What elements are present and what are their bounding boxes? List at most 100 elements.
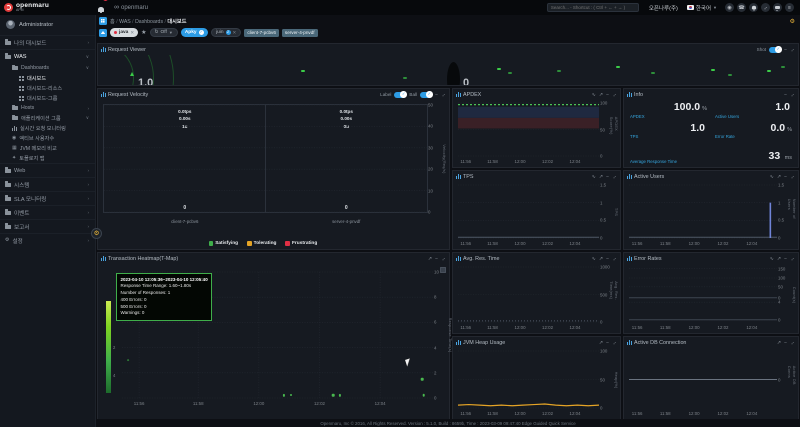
collapse-icon[interactable]: − (784, 91, 787, 98)
expand-icon[interactable]: ↔ (788, 172, 797, 181)
sidebar-item-dashboards[interactable]: Dashboards ∨ (0, 63, 95, 73)
sidebar-item-sla-모니터링[interactable]: SLA 모니터링 › (0, 191, 95, 205)
error-rates-chart[interactable]: 150 100 50 0 4 0 11:56 11:58 12:00 12:02 12:04 Coun… (629, 266, 797, 330)
share-icon[interactable]: ↗ (598, 255, 604, 262)
collapse-icon[interactable]: − (784, 339, 787, 346)
logo-text: openmaru (16, 1, 50, 9)
server-tag[interactable]: client-7-pcbv6 (244, 28, 279, 37)
expand-icon[interactable]: ↔ (788, 45, 797, 54)
collapse-icon[interactable]: − (435, 91, 438, 98)
sidebar-item-was[interactable]: WAS ∨ (0, 49, 95, 63)
notifications-icon[interactable] (749, 3, 758, 12)
chart-line-icon[interactable]: ∿ (769, 173, 774, 180)
shot-toggle[interactable] (769, 46, 782, 53)
expand-icon[interactable]: ↔ (439, 90, 448, 99)
sidebar-item-설정[interactable]: ⚙ 설정 › (0, 233, 95, 247)
sidebar-item-대시보드-그룹[interactable]: 대시보드-그룹 (0, 93, 95, 103)
collapse-icon[interactable]: − (435, 255, 438, 262)
sidebar-item-대시보드[interactable]: 대시보드 (0, 73, 95, 83)
jvm-heap-chart[interactable]: 100 50 0 11:56 11:58 12:00 12:02 12:04 Heap(%) (458, 349, 619, 416)
sidebar-item-애플리케이션-그룹[interactable]: 애플리케이션 그룹 ∨ (0, 113, 95, 123)
sidebar-item-토폴로지-맵[interactable]: ✦ 토폴로지 맵 (0, 153, 95, 163)
breadcrumb-item[interactable]: Dashboards (135, 18, 164, 25)
fullscreen-icon[interactable]: ↔ (761, 3, 770, 12)
request-viewer-canvas[interactable]: 1.0 0 (98, 55, 798, 85)
expand-icon[interactable]: ↔ (610, 338, 619, 347)
search-input[interactable] (546, 3, 639, 12)
share-icon[interactable]: ↗ (776, 339, 782, 346)
chart-line-icon[interactable]: ∿ (591, 173, 596, 180)
app-logo[interactable]: openmaru APM (0, 1, 96, 13)
share-icon[interactable]: ↗ (598, 91, 604, 98)
chart-line-icon[interactable]: ∿ (591, 255, 596, 262)
heat-cell (332, 394, 335, 397)
sidebar-item-jvm-메모리-비교[interactable]: ▦ JVM 메모리 비교 (0, 143, 95, 153)
collapse-icon[interactable]: − (784, 173, 787, 180)
heatmap-legend-toggle-icon[interactable] (440, 267, 446, 273)
breadcrumb-item[interactable]: 홈 (110, 18, 115, 25)
server-tag[interactable]: server-4-pnvdf (281, 28, 318, 37)
filter-apps-icon[interactable] (99, 28, 107, 37)
tps-chart[interactable]: 1.5 1 0.5 0 11:56 11:58 12:00 12:02 12:04 TPS (458, 183, 619, 246)
expand-icon[interactable]: ↔ (788, 254, 797, 263)
collapse-icon[interactable]: − (784, 255, 787, 262)
share-icon[interactable]: ↗ (598, 173, 604, 180)
share-icon[interactable]: ↗ (776, 255, 782, 262)
sidebar-item-나의-대시보드[interactable]: 나의 대시보드 › (0, 35, 95, 49)
folder-icon (12, 104, 18, 110)
avg-res-time-chart[interactable]: 1000 500 0 11:56 11:58 12:00 12:02 12:04 Avg. Re… (458, 265, 619, 330)
breadcrumb-item[interactable]: 대시보드 (167, 18, 187, 25)
ball-toggle[interactable] (420, 91, 433, 98)
language-selector[interactable]: 한국어 ▼ (686, 4, 717, 12)
collapse-icon[interactable]: − (606, 91, 609, 98)
chart-line-icon[interactable]: ∿ (769, 255, 774, 262)
label-toggle[interactable] (394, 91, 407, 98)
user-profile[interactable]: Administrator (0, 15, 95, 35)
collapse-icon[interactable]: − (606, 339, 609, 346)
sidebar-item-실시간-요청-모니터링[interactable]: 실시간 요청 모니터링 (0, 123, 95, 133)
phone-icon[interactable]: ☎ (737, 3, 746, 12)
close-icon[interactable]: ✕ (130, 29, 135, 35)
active-users-chart[interactable]: 1.5 1 0.5 0 11:56 11:58 12:00 12:02 12:04 Number … (629, 183, 797, 246)
sidebar-item-label: 나의 대시보드 (14, 40, 47, 47)
expand-icon[interactable]: ↔ (610, 172, 619, 181)
expand-icon[interactable]: ↔ (788, 338, 797, 347)
sidebar-item-hosts[interactable]: Hosts › (0, 103, 95, 113)
user-name: Administrator (19, 21, 54, 28)
collapse-icon[interactable]: − (784, 46, 787, 53)
expand-icon[interactable]: ↔ (788, 90, 797, 99)
chart-line-icon[interactable]: ∿ (591, 91, 596, 98)
collapse-icon[interactable]: − (606, 255, 609, 262)
expand-icon[interactable]: ↔ (610, 90, 619, 99)
sidebar-item-보고서[interactable]: 보고서 › (0, 219, 95, 233)
page-settings-gear-icon[interactable]: ⚙ (789, 19, 795, 25)
sidebar-item-label: Web (14, 167, 26, 174)
close-icon[interactable]: ✕ (232, 29, 237, 35)
chat-icon[interactable] (773, 3, 782, 12)
share-icon[interactable]: ↗ (598, 339, 604, 346)
breadcrumb-item[interactable]: WAS (119, 18, 131, 25)
expand-icon[interactable]: ↔ (439, 254, 448, 263)
share-icon[interactable]: ↗ (427, 255, 433, 262)
expand-icon[interactable]: ↔ (610, 254, 619, 263)
app-filter[interactable]: java ✕ (110, 28, 139, 37)
sidebar-item-이벤트[interactable]: 이벤트 › (0, 205, 95, 219)
velocity-chart[interactable]: 0.0tps 0.00s 1u 0.0tps 0.00s 0u 0 0 clie… (103, 103, 447, 224)
sidebar-item-시스템[interactable]: 시스템 › (0, 177, 95, 191)
refresh-interval[interactable]: ↻ Off ▼ (149, 28, 178, 37)
apdex-chart[interactable]: 100 50 0 11:56 11:58 12:00 12:02 12:04 APDEX Sco… (458, 101, 619, 164)
dashboard-settings-fab[interactable]: ⚙ (91, 228, 102, 239)
sidebar-item-대시보드-리소스[interactable]: 대시보드-리소스 (0, 83, 95, 93)
star-icon[interactable]: ★ (141, 30, 147, 36)
join-filter[interactable]: juin 2 ✕ (211, 28, 242, 37)
share-icon[interactable]: ↗ (776, 173, 782, 180)
menu-icon[interactable]: ≡ (785, 3, 794, 12)
sidebar-item-web[interactable]: Web › (0, 163, 95, 177)
profile-icon[interactable]: ◉ (725, 3, 734, 12)
collapse-icon[interactable]: − (606, 173, 609, 180)
sidebar-item-액티브-사용자수[interactable]: ◉ 액티브 사용자수 (0, 133, 95, 143)
sync-toggle[interactable]: Apky ✓ (180, 28, 209, 37)
notifications-button[interactable]: 3 (98, 0, 108, 17)
home-grid-icon[interactable] (99, 17, 107, 25)
active-db-chart[interactable]: 0 11:56 11:58 12:00 12:02 12:04 Active DB Conn… (629, 351, 797, 416)
